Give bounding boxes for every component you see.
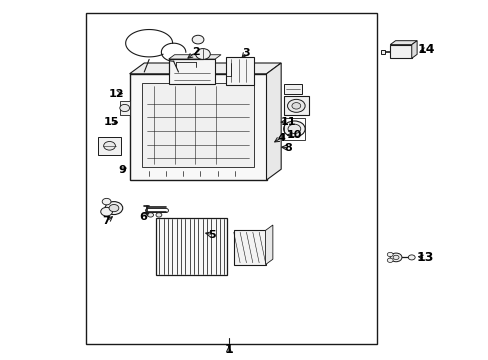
Circle shape (120, 104, 129, 112)
Bar (389, 45, 411, 58)
Text: 12: 12 (108, 89, 124, 99)
Bar (156, 218, 227, 275)
Circle shape (101, 207, 112, 216)
Text: 6: 6 (139, 212, 147, 222)
Text: 1: 1 (224, 343, 233, 356)
Polygon shape (168, 55, 221, 59)
Circle shape (392, 255, 398, 260)
Text: 2: 2 (191, 47, 199, 57)
Text: 13: 13 (416, 251, 433, 264)
Circle shape (192, 35, 203, 44)
Text: 14: 14 (417, 43, 434, 56)
Polygon shape (129, 63, 281, 74)
Bar (85, 13, 376, 344)
Text: 5: 5 (208, 230, 216, 240)
Bar (168, 59, 215, 84)
Text: 8: 8 (284, 143, 292, 153)
Bar (381, 50, 385, 54)
Bar (283, 118, 305, 140)
Polygon shape (265, 225, 272, 265)
Circle shape (291, 103, 300, 109)
Circle shape (195, 49, 210, 59)
Polygon shape (389, 41, 416, 45)
Circle shape (407, 255, 414, 260)
Circle shape (386, 258, 392, 262)
Circle shape (105, 202, 122, 215)
Bar (129, 74, 266, 180)
Text: 4: 4 (277, 132, 285, 143)
Bar (283, 96, 308, 115)
Circle shape (287, 99, 305, 112)
Text: 11: 11 (280, 117, 296, 127)
Polygon shape (411, 41, 416, 58)
Text: 7: 7 (102, 216, 110, 226)
Bar (142, 83, 254, 167)
Text: 3: 3 (242, 48, 249, 58)
Bar (233, 230, 265, 265)
Circle shape (386, 252, 392, 257)
Circle shape (109, 204, 119, 212)
Circle shape (283, 121, 305, 137)
Circle shape (102, 198, 111, 205)
Circle shape (287, 124, 300, 134)
Circle shape (156, 213, 162, 217)
Polygon shape (266, 63, 281, 180)
Bar (98, 137, 121, 155)
Text: 15: 15 (103, 117, 119, 127)
Text: 10: 10 (286, 130, 302, 140)
Bar (283, 84, 302, 94)
Circle shape (389, 253, 401, 262)
Circle shape (147, 213, 153, 217)
Bar (120, 101, 129, 115)
Circle shape (103, 141, 115, 150)
Text: 9: 9 (118, 165, 126, 175)
Bar (225, 57, 254, 85)
